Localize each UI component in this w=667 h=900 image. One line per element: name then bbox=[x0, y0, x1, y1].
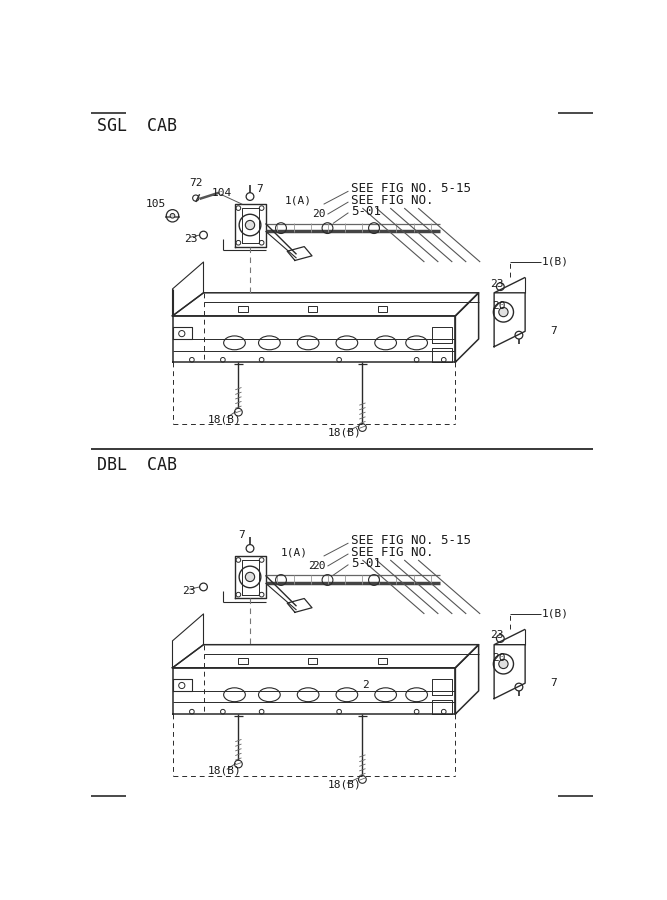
Text: 18(B): 18(B) bbox=[327, 779, 362, 790]
Text: 23: 23 bbox=[490, 279, 504, 289]
Text: SEE FIG NO. 5-15: SEE FIG NO. 5-15 bbox=[351, 183, 471, 195]
Text: 23: 23 bbox=[182, 586, 195, 596]
Text: 18(B): 18(B) bbox=[327, 428, 362, 438]
Text: 1(A): 1(A) bbox=[281, 547, 308, 557]
Bar bbox=[238, 658, 247, 664]
Text: SEE FIG NO.: SEE FIG NO. bbox=[351, 194, 434, 207]
Text: 105: 105 bbox=[145, 199, 165, 210]
Text: 18(B): 18(B) bbox=[207, 766, 241, 776]
Circle shape bbox=[245, 572, 255, 581]
Text: 1(B): 1(B) bbox=[542, 257, 569, 267]
Text: 18(B): 18(B) bbox=[207, 414, 241, 424]
Bar bbox=[378, 306, 387, 312]
Bar bbox=[308, 306, 317, 312]
Text: SGL  CAB: SGL CAB bbox=[97, 117, 177, 135]
Bar bbox=[308, 658, 317, 664]
Text: 20: 20 bbox=[312, 210, 325, 220]
Bar bbox=[378, 658, 387, 664]
Text: 5-01: 5-01 bbox=[351, 556, 381, 570]
Text: 5-01: 5-01 bbox=[351, 204, 381, 218]
Text: 7: 7 bbox=[550, 327, 557, 337]
Circle shape bbox=[245, 220, 255, 230]
Circle shape bbox=[499, 660, 508, 669]
Text: 1(B): 1(B) bbox=[542, 609, 569, 619]
Text: 7: 7 bbox=[238, 530, 245, 540]
Text: 2: 2 bbox=[362, 680, 369, 690]
Text: 20: 20 bbox=[312, 562, 325, 572]
Circle shape bbox=[499, 308, 508, 317]
Text: 23: 23 bbox=[184, 234, 197, 244]
Circle shape bbox=[170, 213, 175, 218]
Text: 7: 7 bbox=[256, 184, 263, 194]
Text: 20: 20 bbox=[492, 301, 506, 310]
Bar bbox=[238, 306, 247, 312]
Text: SEE FIG NO. 5-15: SEE FIG NO. 5-15 bbox=[351, 535, 471, 547]
Text: 72: 72 bbox=[189, 178, 203, 188]
Text: 23: 23 bbox=[490, 630, 504, 641]
Text: 2: 2 bbox=[308, 562, 315, 572]
Text: 1(A): 1(A) bbox=[285, 195, 312, 205]
Text: 20: 20 bbox=[492, 652, 506, 662]
Text: DBL  CAB: DBL CAB bbox=[97, 455, 177, 473]
Text: SEE FIG NO.: SEE FIG NO. bbox=[351, 545, 434, 559]
Text: 104: 104 bbox=[211, 188, 231, 198]
Text: 7: 7 bbox=[550, 679, 557, 688]
